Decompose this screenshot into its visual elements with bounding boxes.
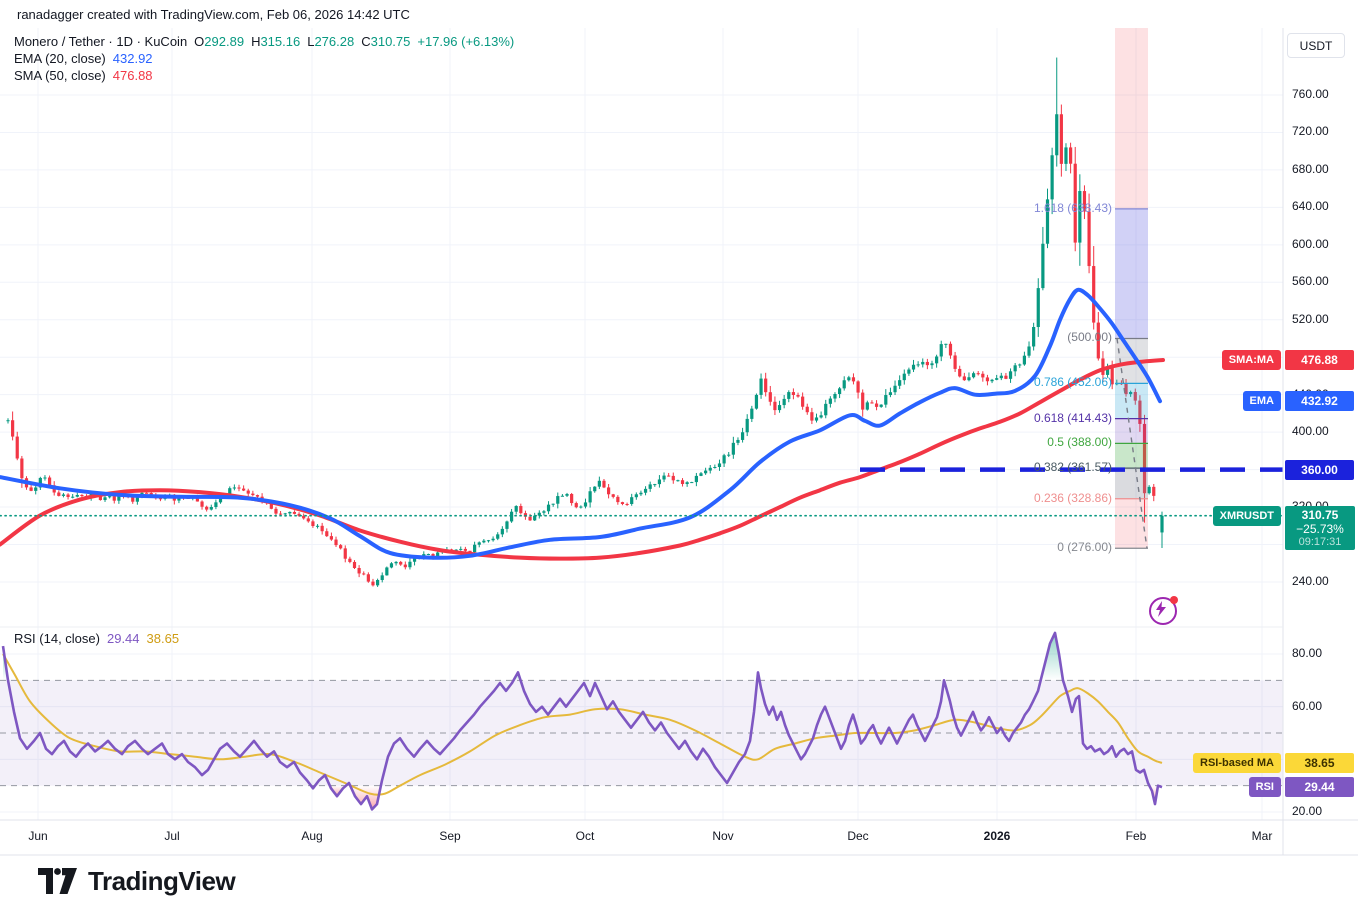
sma-price-badge: 476.88 (1285, 350, 1354, 371)
change-value: +17.96 (+6.13%) (417, 34, 515, 49)
ema-indicator-label[interactable]: EMA (20, close) (14, 51, 106, 66)
currency-toggle-button[interactable]: USDT (1287, 33, 1345, 58)
rsi-indicator-label[interactable]: RSI (14, close) (14, 631, 100, 646)
price-tick: 720.00 (1292, 124, 1329, 139)
ohlc-open: O292.89 (194, 34, 245, 49)
rsi-value-badge: 29.44 (1285, 777, 1354, 798)
tradingview-logo[interactable]: TradingView (38, 864, 236, 898)
time-label: Jun (28, 829, 48, 843)
price-tick: 600.00 (1292, 236, 1329, 251)
time-label: Aug (301, 829, 323, 843)
tradingview-logo-mark (38, 868, 77, 894)
ohlc-close: C310.75 (361, 34, 411, 49)
symbol-price-flag: XMRUSDT (1212, 505, 1281, 526)
time-label: Nov (712, 829, 734, 843)
rsi-flag: RSI (1248, 777, 1281, 798)
price-tick: 520.00 (1292, 311, 1329, 326)
sma-indicator-label[interactable]: SMA (50, close) (14, 68, 106, 83)
rsi-ma-indicator-value: 38.65 (146, 631, 180, 646)
rsi-indicator-value: 29.44 (106, 631, 140, 646)
fib-level-label: 0.618 (414.43) (1033, 410, 1112, 425)
time-label: Sep (439, 829, 461, 843)
price-tick: 640.00 (1292, 199, 1329, 214)
fib-level-label: 1.618 (638.43) (1033, 200, 1112, 215)
fib-level-label: 0.236 (328.86) (1033, 490, 1112, 505)
bar-countdown: 09:17:31 (1298, 535, 1342, 548)
fib-level-label: 0.5 (388.00) (1047, 435, 1112, 450)
tradingview-logo-text: TradingView (88, 865, 236, 896)
ohlc-high: H315.16 (251, 34, 301, 49)
lightning-mode-button[interactable] (1149, 596, 1178, 625)
price-tick: 240.00 (1292, 573, 1329, 588)
time-label: Dec (847, 829, 869, 843)
price-tick: 760.00 (1292, 87, 1329, 101)
ema-price-badge: 432.92 (1285, 391, 1354, 412)
price-change-percent: −25.73% (1296, 521, 1344, 536)
price-tick: 680.00 (1292, 161, 1329, 176)
ema-indicator-value: 432.92 (112, 51, 153, 66)
price-tick: 560.00 (1292, 274, 1329, 289)
sma-price-flag: SMA:MA (1221, 350, 1281, 371)
time-label: Feb (1125, 829, 1147, 843)
last-price: 310.75 (1301, 507, 1339, 522)
fib-level-label: (500.00) (1067, 330, 1112, 345)
fib-level-label: 0.786 (452.06) (1033, 375, 1112, 390)
time-label: Oct (575, 829, 595, 843)
chart-legend: Monero / Tether · 1D · KuCoin O292.89 H3… (14, 33, 514, 84)
ema-price-flag: EMA (1242, 391, 1281, 412)
notification-dot (1170, 596, 1178, 604)
ohlc-low: L276.28 (307, 34, 355, 49)
rsi-tick: 20.00 (1292, 803, 1323, 818)
attribution-text: ranadagger created with TradingView.com,… (17, 7, 410, 22)
rsi-tick: 80.00 (1292, 646, 1323, 660)
symbol-title[interactable]: Monero / Tether · 1D · KuCoin (14, 34, 188, 49)
lightning-bolt-icon (1156, 601, 1166, 617)
fib-level-label: 0 (276.00) (1057, 540, 1112, 555)
sma-indicator-value: 476.88 (112, 68, 153, 83)
rsi-tick: 60.00 (1292, 698, 1323, 713)
time-label: Jul (164, 829, 180, 843)
time-label: Mar (1251, 829, 1273, 843)
rsi-legend: RSI (14, close) 29.44 38.65 (14, 630, 179, 647)
price-tick: 400.00 (1292, 424, 1329, 439)
symbol-price-badge: 310.75 −25.73% 09:17:31 (1285, 505, 1355, 550)
rsi-ma-value-badge: 38.65 (1285, 752, 1354, 773)
time-label: 2026 (983, 829, 1011, 843)
rsi-ma-flag: RSI-based MA (1193, 752, 1281, 773)
alert-level-price-badge: 360.00 (1285, 459, 1354, 480)
fib-level-label: 0.382 (361.57) (1033, 460, 1112, 475)
